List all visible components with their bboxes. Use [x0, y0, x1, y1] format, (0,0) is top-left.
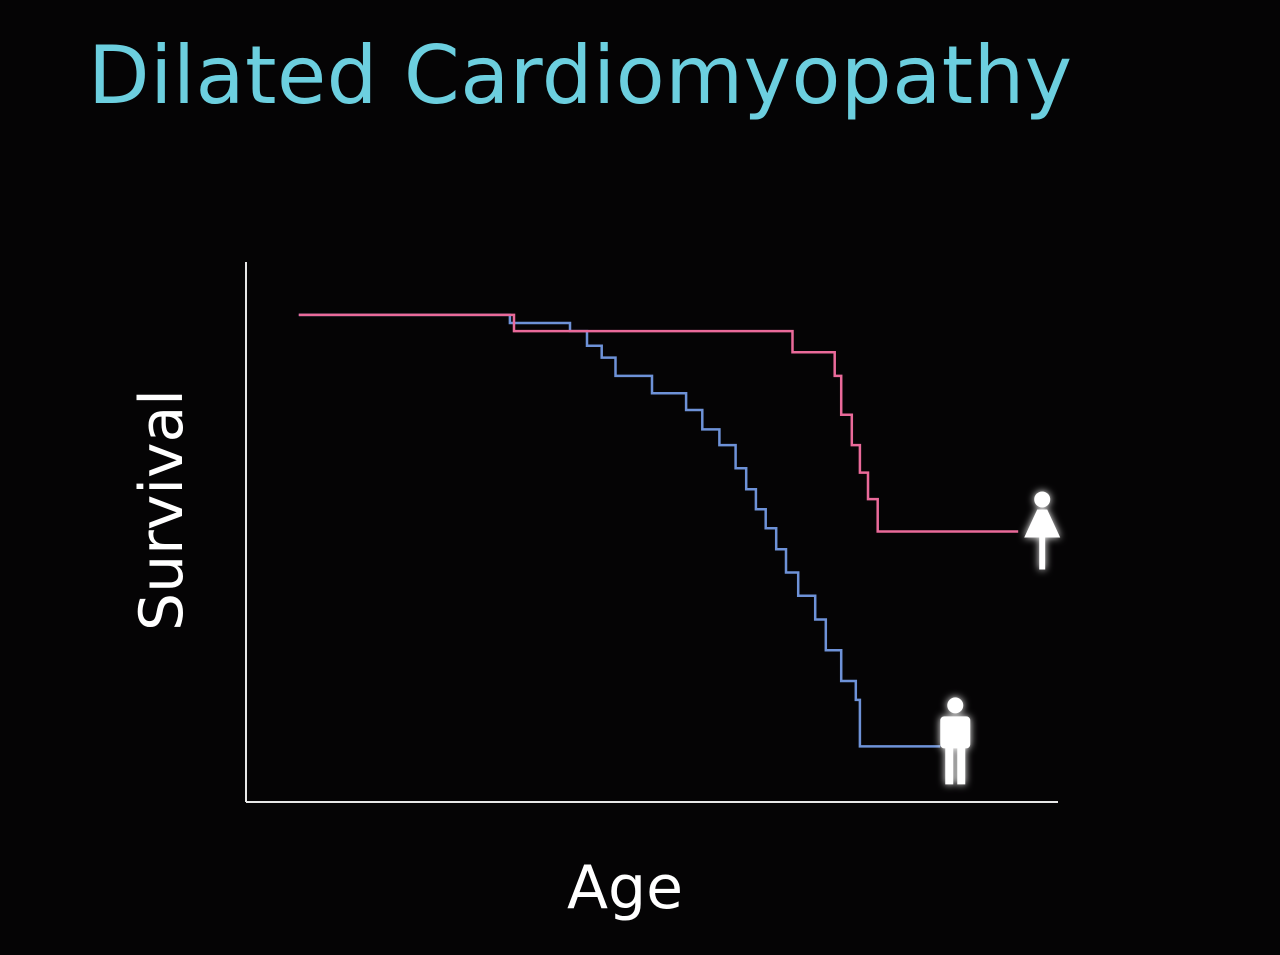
- female-survival-line: [298, 313, 1019, 533]
- slide-title: Dilated Cardiomyopathy: [88, 29, 1073, 122]
- y-axis-label: Survival: [127, 389, 197, 631]
- male-figure-icon: [940, 697, 971, 785]
- female-figure-icon: [1024, 491, 1061, 570]
- series-layer: [298, 313, 1019, 748]
- legend-icons: [940, 491, 1061, 785]
- x-axis-label: Age: [567, 853, 683, 923]
- male-survival-line: [298, 313, 941, 748]
